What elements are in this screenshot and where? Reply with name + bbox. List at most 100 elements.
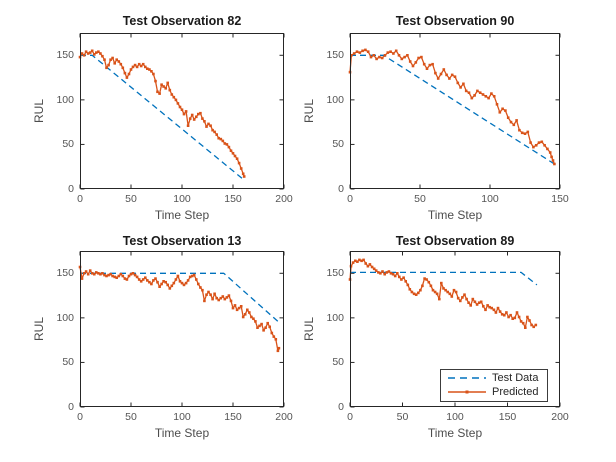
data-point-marker: [444, 288, 447, 292]
data-point-marker: [398, 275, 401, 279]
data-point-marker: [411, 64, 415, 68]
series-predicted: [349, 49, 556, 165]
data-point-marker: [103, 58, 106, 61]
data-point-marker: [209, 124, 212, 127]
data-point-marker: [105, 274, 108, 278]
y-tick-label: 50: [332, 356, 344, 369]
data-point-marker: [242, 175, 246, 178]
data-point-marker: [507, 315, 510, 319]
data-point-marker: [82, 54, 86, 57]
x-tick-label: 150: [224, 193, 242, 205]
data-point-marker: [172, 95, 176, 99]
data-point-marker: [229, 149, 233, 152]
data-point-marker: [403, 55, 406, 59]
data-point-marker: [450, 73, 454, 77]
data-point-marker: [473, 94, 476, 97]
y-tick-label: 150: [56, 267, 74, 280]
data-point-marker: [237, 161, 241, 165]
data-point-marker: [524, 326, 527, 329]
data-point-marker: [207, 122, 210, 126]
legend-test-data-line-icon: [448, 377, 486, 379]
data-point-marker: [511, 317, 514, 320]
data-point-marker: [174, 278, 178, 281]
x-tick-label: 0: [77, 411, 83, 423]
data-point-marker: [103, 273, 106, 277]
data-point-marker: [389, 50, 392, 53]
data-point-marker: [219, 296, 223, 300]
x-tick-label: 100: [173, 411, 191, 423]
data-point-marker: [127, 72, 131, 76]
data-point-marker: [370, 265, 374, 269]
data-point-marker: [80, 52, 84, 55]
data-point-marker: [137, 62, 141, 66]
data-point-marker: [513, 316, 517, 320]
data-point-marker: [397, 54, 401, 57]
subplot-4-title: Test Observation 89: [395, 234, 515, 248]
data-point-marker: [550, 155, 553, 159]
y-tick-label: 100: [326, 311, 344, 324]
data-point-marker: [139, 64, 143, 68]
data-point-marker: [178, 105, 182, 109]
data-point-marker: [254, 320, 257, 323]
data-point-marker: [400, 57, 404, 61]
data-point-marker: [521, 321, 525, 325]
data-point-marker: [129, 68, 133, 71]
x-tick-label: 50: [396, 411, 409, 423]
data-point-marker: [135, 65, 139, 69]
data-point-marker: [99, 52, 102, 55]
data-point-marker: [141, 278, 145, 281]
data-point-marker: [456, 81, 460, 85]
data-point-marker: [386, 51, 390, 54]
data-point-marker: [366, 50, 370, 53]
data-point-marker: [156, 280, 159, 284]
data-point-marker: [107, 63, 110, 67]
data-point-marker: [352, 52, 356, 55]
data-point-marker: [548, 151, 552, 154]
legend-predicted-line-icon: [448, 390, 486, 394]
data-point-marker: [86, 272, 90, 276]
series-test-data: [80, 54, 245, 181]
data-point-marker: [488, 305, 491, 309]
data-point-marker: [274, 338, 278, 341]
data-point-marker: [131, 65, 135, 69]
data-point-marker: [227, 294, 231, 297]
data-point-marker: [256, 326, 259, 329]
data-point-marker: [174, 98, 178, 102]
data-point-marker: [231, 306, 235, 310]
data-point-marker: [88, 51, 92, 54]
y-tick-label: 150: [326, 49, 344, 62]
data-point-marker: [408, 60, 412, 63]
data-point-marker: [176, 102, 180, 105]
data-point-marker: [121, 274, 125, 278]
data-point-marker: [192, 273, 196, 277]
data-point-marker: [393, 274, 397, 278]
data-point-marker: [351, 261, 355, 264]
data-point-marker: [150, 282, 153, 286]
data-point-marker: [425, 67, 429, 70]
data-point-marker: [154, 277, 157, 280]
data-point-marker: [182, 283, 186, 287]
x-tick-label: 0: [347, 193, 353, 205]
data-point-marker: [221, 295, 225, 298]
data-point-marker: [475, 303, 479, 306]
data-point-marker: [129, 272, 133, 276]
data-point-marker: [406, 54, 409, 57]
data-point-marker: [205, 293, 208, 296]
data-point-marker: [139, 280, 143, 283]
axes-border: [350, 251, 560, 407]
data-point-marker: [482, 305, 485, 308]
data-point-marker: [417, 291, 420, 295]
data-point-marker: [471, 297, 475, 301]
y-tick-label: 50: [62, 356, 74, 369]
data-point-marker: [402, 276, 405, 279]
data-point-marker: [201, 288, 204, 292]
data-point-marker: [217, 136, 220, 140]
data-point-marker: [248, 311, 251, 314]
data-point-marker: [532, 145, 535, 149]
x-tick-label: 200: [551, 411, 569, 423]
data-point-marker: [420, 55, 423, 59]
data-point-marker: [117, 60, 121, 63]
data-point-marker: [459, 299, 462, 303]
data-point-marker: [515, 311, 519, 314]
data-point-marker: [495, 103, 499, 106]
